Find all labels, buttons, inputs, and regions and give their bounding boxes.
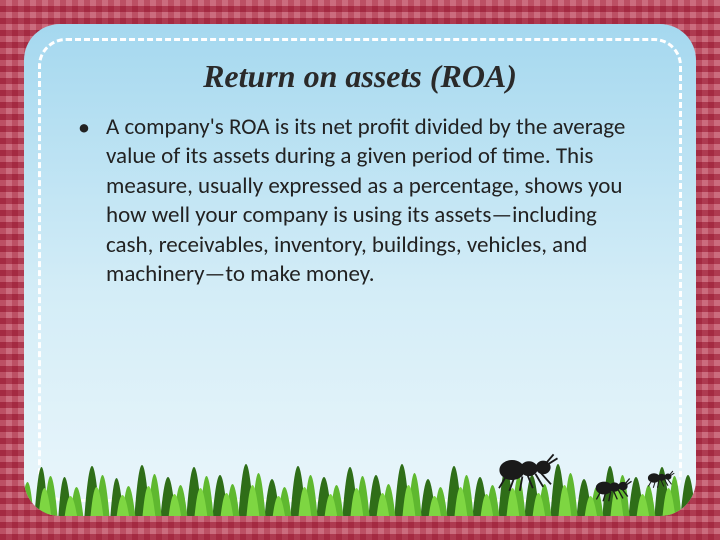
bullet-text: A company's ROA is its net profit divide… — [106, 113, 642, 290]
slide: Return on assets (ROA) • A company's ROA… — [0, 0, 720, 540]
bullet-marker: • — [78, 113, 106, 290]
slide-body: • A company's ROA is its net profit divi… — [24, 95, 696, 290]
ants-icon — [454, 430, 684, 520]
bullet-item: • A company's ROA is its net profit divi… — [78, 113, 642, 290]
slide-title: Return on assets (ROA) — [24, 24, 696, 95]
content-panel: Return on assets (ROA) • A company's ROA… — [24, 24, 696, 516]
